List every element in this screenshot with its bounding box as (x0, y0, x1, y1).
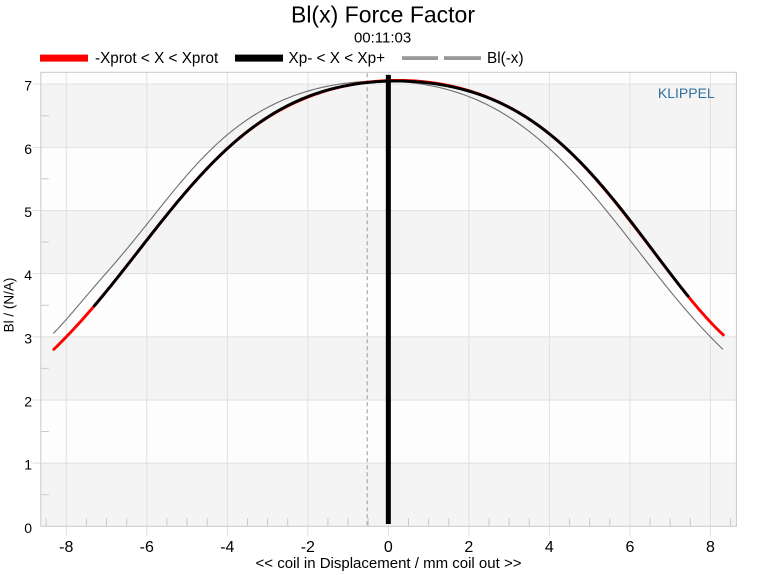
svg-text:<< coil in Displacement / mm c: << coil in Displacement / mm coil out >> (256, 555, 522, 572)
svg-text:Xp- < X < Xp+: Xp- < X < Xp+ (289, 50, 386, 67)
svg-text:3: 3 (24, 330, 32, 346)
svg-text:6: 6 (24, 141, 32, 157)
svg-text:2: 2 (464, 539, 473, 556)
svg-text:7: 7 (24, 78, 32, 94)
svg-text:6: 6 (625, 539, 634, 556)
svg-text:0: 0 (384, 539, 393, 556)
svg-text:4: 4 (24, 267, 32, 283)
svg-text:-8: -8 (59, 539, 73, 556)
svg-text:Bl / (N/A): Bl / (N/A) (2, 278, 17, 333)
svg-text:-Xprot < X < Xprot: -Xprot < X < Xprot (95, 50, 219, 67)
svg-text:-6: -6 (140, 539, 154, 556)
svg-text:-2: -2 (301, 539, 315, 556)
svg-text:5: 5 (24, 204, 32, 220)
svg-text:KLIPPEL: KLIPPEL (658, 85, 715, 101)
svg-text:1: 1 (24, 457, 32, 473)
svg-text:Bl(x) Force Factor: Bl(x) Force Factor (291, 2, 475, 28)
svg-text:2: 2 (24, 393, 32, 409)
svg-text:00:11:03: 00:11:03 (354, 30, 411, 47)
svg-text:8: 8 (706, 539, 715, 556)
svg-text:4: 4 (545, 539, 554, 556)
svg-text:-4: -4 (220, 539, 234, 556)
svg-text:0: 0 (24, 520, 32, 536)
svg-text:Bl(-x): Bl(-x) (487, 50, 524, 67)
